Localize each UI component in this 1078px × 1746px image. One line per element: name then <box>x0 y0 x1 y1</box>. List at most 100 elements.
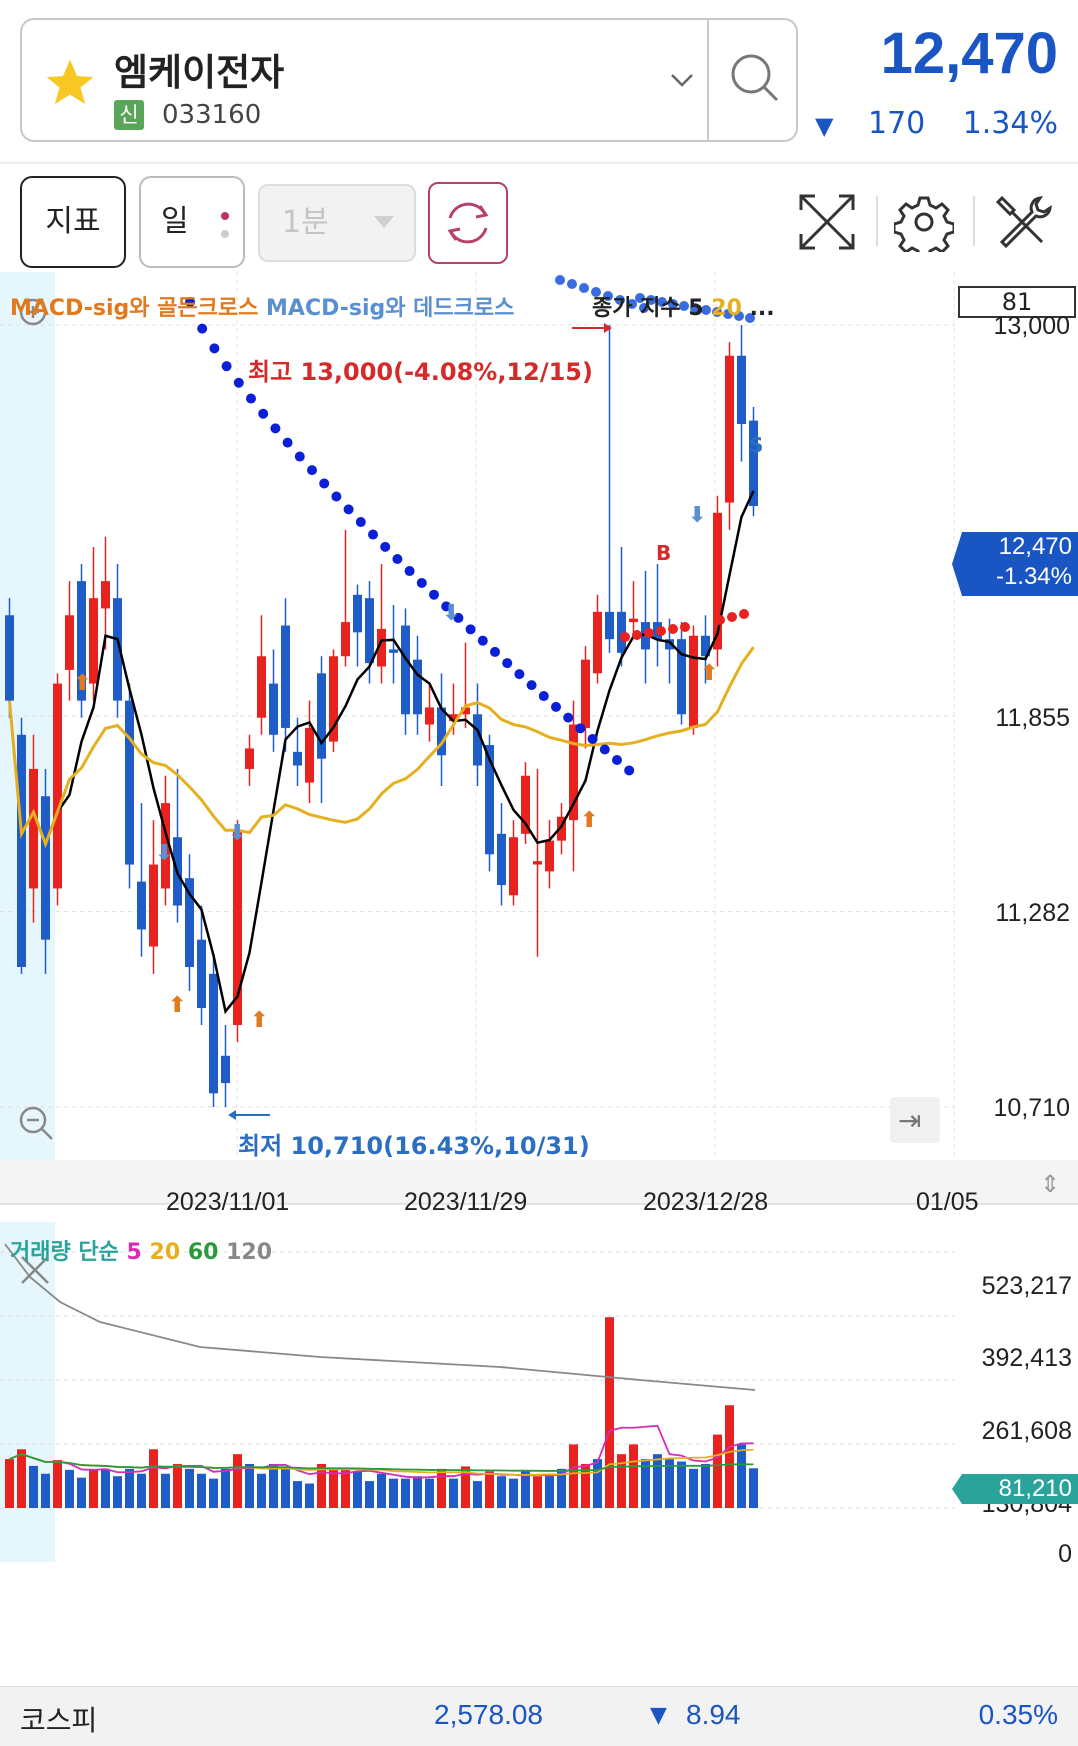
arrow-up-icon: ⬆ <box>73 671 91 696</box>
volume-bar <box>185 1468 194 1508</box>
volume-legend-prefix: 거래량 단순 <box>10 1240 119 1265</box>
volume-bar <box>425 1478 434 1508</box>
volume-bar <box>305 1483 314 1508</box>
arrow-down-icon: ⬇ <box>228 821 246 846</box>
candle <box>449 714 458 722</box>
arrow-down-icon: ⬇ <box>442 601 460 626</box>
arrow-down-icon: ⬇ <box>688 503 706 528</box>
fullscreen-icon[interactable] <box>797 192 857 252</box>
candle <box>197 939 206 1008</box>
gear-icon[interactable] <box>894 192 954 252</box>
volume-bar <box>293 1481 302 1508</box>
search-button[interactable] <box>707 20 798 140</box>
dot-indicator <box>221 230 229 238</box>
volume-bar <box>473 1481 482 1508</box>
arrow-up-icon: ⬆ <box>168 993 186 1018</box>
volume-bar <box>53 1460 62 1508</box>
stock-name[interactable]: 엠케이전자 <box>114 51 285 94</box>
date-label: 01/05 <box>916 1188 979 1216</box>
refresh-icon <box>447 202 489 244</box>
volume-bar <box>653 1454 662 1508</box>
volume-ma-line <box>9 1424 754 1479</box>
candle <box>377 628 386 667</box>
stock-selector[interactable]: 엠케이전자 신 033160 <box>20 18 798 142</box>
sar-dot <box>502 658 513 669</box>
volume-bar <box>245 1463 254 1508</box>
candle <box>605 611 614 640</box>
volume-ma-line <box>9 1453 754 1472</box>
refresh-button[interactable] <box>428 182 508 264</box>
minute-label: 1분 <box>282 205 329 240</box>
chevron-down-icon[interactable] <box>652 50 712 110</box>
candle <box>725 355 734 503</box>
price-chart[interactable]: ⬆ ⬆ ⬆ ⬆ ⬆ ⬇ ⬇ ⬇ ⬇ B S ⇥ ⇕ <box>0 272 1078 1686</box>
volume-bar <box>461 1466 470 1508</box>
sar-dot <box>690 303 700 313</box>
sar-dot <box>368 529 378 540</box>
volume-bar <box>413 1476 422 1508</box>
candle <box>557 816 566 841</box>
volume-bar <box>641 1459 650 1508</box>
index-value: 2,578.08 <box>434 1699 543 1730</box>
sar-dot <box>635 293 645 303</box>
arrow-right-icon <box>604 323 612 333</box>
sar-dot <box>538 691 549 702</box>
divider <box>0 162 1078 164</box>
volume-bar <box>545 1476 554 1508</box>
volume-bar <box>17 1449 26 1508</box>
sar-dot <box>380 541 391 552</box>
zoom-out-icon <box>41 1128 53 1140</box>
indicator-value-box: 81 <box>958 286 1076 318</box>
candle <box>245 748 254 769</box>
candle <box>125 700 134 865</box>
candle <box>221 1055 230 1084</box>
legend-close-20: 20 <box>711 296 742 321</box>
volume-bar <box>125 1468 134 1508</box>
sar-dot <box>477 635 488 646</box>
legend-close-more: ... <box>749 296 775 321</box>
candle <box>545 840 554 872</box>
candle <box>5 615 14 701</box>
volume-legend-5: 5 <box>126 1240 142 1265</box>
sar-dot <box>233 377 244 388</box>
sar-dot <box>490 646 500 657</box>
period-button[interactable]: 일 <box>139 176 245 268</box>
volume-bar <box>629 1444 638 1508</box>
volume-legend-20: 20 <box>149 1240 181 1265</box>
volume-legend-120: 120 <box>226 1240 273 1265</box>
sar-dot <box>627 299 637 309</box>
ma20-line <box>8 646 755 849</box>
candle <box>185 878 194 967</box>
sar-dot <box>745 313 755 323</box>
volume-bar <box>713 1434 722 1508</box>
market-index-bar[interactable]: 코스피 2,578.08 ▼ 8.94 0.35% <box>0 1686 1078 1746</box>
volume-bar <box>509 1478 518 1508</box>
volume-bar <box>161 1473 170 1508</box>
volume-bar <box>41 1473 50 1508</box>
sar-dot <box>343 504 354 515</box>
volume-axis-label: 0 <box>1058 1540 1072 1568</box>
volume-bar <box>389 1478 398 1508</box>
sar-dot <box>668 624 678 634</box>
volume-legend: 거래량 단순 5 20 60 120 <box>10 1234 272 1266</box>
date-label: 2023/12/28 <box>643 1188 769 1216</box>
minute-select[interactable]: 1분 <box>258 184 416 262</box>
candle <box>425 707 434 725</box>
volume-bar <box>365 1481 374 1508</box>
sar-dot <box>514 669 525 680</box>
star-icon[interactable] <box>42 55 98 111</box>
sar-dot <box>294 451 305 462</box>
stock-header: 엠케이전자 신 033160 12,470 ▼ 170 1.34% <box>0 0 1078 150</box>
volume-bar <box>329 1468 338 1508</box>
arrow-left-icon <box>228 1110 236 1120</box>
volume-bar <box>113 1476 122 1508</box>
volume-bar <box>65 1469 74 1508</box>
indicator-button[interactable]: 지표 <box>20 176 126 268</box>
candle <box>137 881 146 930</box>
index-change: 8.94 <box>686 1699 741 1730</box>
volume-bar <box>149 1449 158 1508</box>
volume-bar <box>485 1471 494 1508</box>
current-price-tag: 12,470 -1.34% <box>952 532 1078 596</box>
candle <box>233 830 242 1026</box>
tools-icon[interactable] <box>992 192 1052 252</box>
